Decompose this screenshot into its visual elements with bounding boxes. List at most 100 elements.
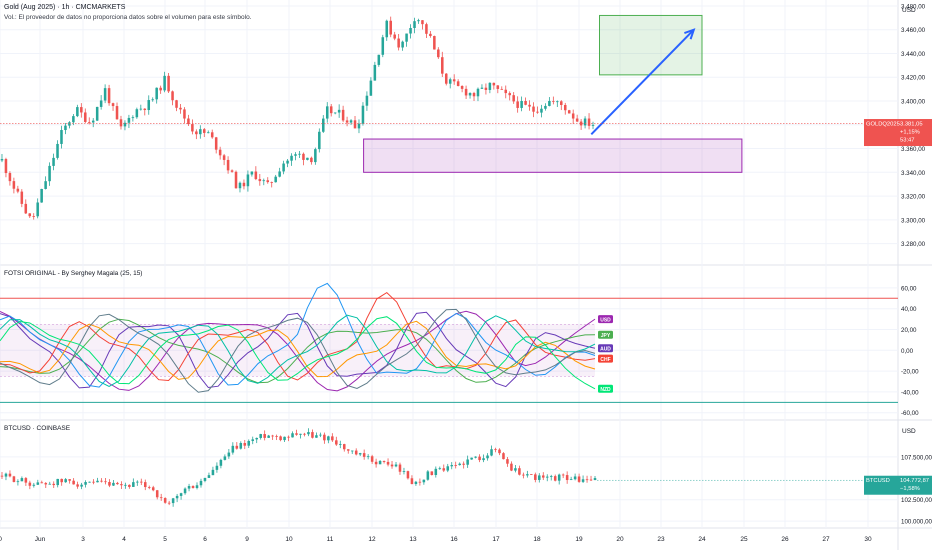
btc-candle: [307, 432, 310, 435]
gold-candle: [536, 111, 539, 113]
gold-candle: [4, 159, 8, 174]
fotsi-series-line: [0, 291, 596, 382]
btc-candle: [100, 480, 103, 482]
gold-candle: [552, 100, 555, 102]
gold-candle: [131, 117, 135, 119]
btc-candle: [32, 484, 36, 486]
btc-candle: [327, 436, 330, 441]
gold-candle: [377, 54, 381, 65]
gold-candle: [329, 106, 333, 114]
gold-candle: [266, 180, 270, 183]
gold-candle: [80, 107, 83, 113]
gold-candle: [16, 188, 20, 192]
gold-candle: [333, 112, 337, 114]
btc-candle: [295, 433, 298, 435]
gold-candle: [361, 105, 365, 124]
btc-candle: [48, 483, 52, 485]
x-tick-label: 9: [245, 536, 249, 543]
btc-candle: [175, 495, 179, 499]
gold-candle: [460, 85, 464, 89]
gold-candle: [484, 87, 488, 90]
fotsi-series-tag: [598, 384, 613, 393]
btc-candle: [518, 468, 521, 475]
fotsi-series-tag: [598, 344, 613, 353]
btc-candle: [526, 474, 529, 476]
btc-candle: [116, 482, 119, 485]
gold-candle: [456, 81, 460, 86]
btc-candle: [406, 471, 410, 479]
btc-candle: [462, 463, 465, 465]
btc-candle: [557, 474, 561, 481]
btc-candle: [211, 469, 215, 476]
gold-candle: [135, 109, 139, 118]
y-tick-label: 100.000,00: [901, 519, 932, 526]
btc-candle: [247, 440, 251, 446]
fotsi-series-label: NZD: [600, 387, 611, 393]
gold-candle: [444, 73, 448, 84]
gold-candle: [91, 120, 95, 123]
gold-candle: [516, 101, 519, 108]
btc-candle: [514, 468, 517, 471]
btc-candle: [287, 436, 290, 438]
gold-candle: [52, 157, 55, 166]
btc-candle: [92, 481, 95, 483]
btc-candle: [251, 439, 255, 441]
btc-candle: [56, 478, 59, 486]
btc-candle: [561, 474, 565, 476]
gold-candle: [28, 213, 32, 217]
btc-candle: [159, 497, 163, 499]
gold-candle: [68, 122, 71, 126]
fotsi-title: FOTSI ORIGINAL - By Serghey Magala (25, …: [4, 270, 143, 277]
gold-candle: [500, 88, 504, 90]
btc-candle: [96, 480, 99, 483]
btc-candle: [215, 465, 219, 470]
btc-candle: [112, 482, 115, 486]
btc-candle: [155, 490, 159, 498]
fotsi-series-label: CHF: [600, 357, 610, 363]
gold-candle: [155, 87, 158, 100]
gold-candle: [345, 120, 349, 123]
price-labels: GOLDQ2025 3.381,05 +1,15% 53:47 BTCUSD 104.77…: [0, 119, 932, 495]
btc-candle: [219, 459, 223, 466]
btc-candle: [394, 464, 398, 467]
btc-candle: [549, 476, 553, 477]
btc-candle: [60, 478, 63, 483]
gold-candle: [234, 171, 238, 189]
btc-candle: [319, 434, 322, 436]
btc-candle: [331, 436, 334, 441]
gold-candle: [579, 121, 583, 126]
gold-candle: [32, 216, 35, 217]
gold-candle: [87, 121, 91, 123]
btc-candle: [143, 482, 147, 488]
btc-candle: [40, 482, 44, 484]
btc-candle: [342, 444, 346, 450]
y-tick-label: 3.360,00: [901, 146, 926, 153]
x-tick-label: 4: [122, 536, 126, 543]
btc-candle: [490, 449, 493, 456]
gold-candle: [48, 165, 51, 182]
btc-candle: [422, 479, 426, 483]
gold-candle: [40, 188, 43, 203]
btc-candle: [454, 465, 457, 466]
gold-candle: [353, 120, 357, 129]
btc-last-price-change: −1,58%: [900, 486, 920, 492]
gold-candle: [373, 64, 377, 81]
y-tick-label: 60,00: [901, 285, 917, 292]
btc-candle: [585, 479, 589, 481]
btc-candle: [12, 476, 16, 482]
gold-candle: [472, 93, 476, 97]
gold-candle: [175, 100, 178, 108]
y-tick-label: 107.500,00: [901, 454, 932, 461]
gold-candle: [294, 154, 297, 156]
gold-candle: [349, 120, 353, 123]
gold-candle: [575, 118, 579, 122]
y-tick-label: 3.340,00: [901, 170, 926, 177]
btc-candle: [187, 486, 191, 489]
gold-candle: [179, 107, 182, 110]
gold-candle: [119, 119, 123, 127]
x-tick-label: 19: [575, 536, 583, 543]
btc-candle: [255, 437, 258, 440]
btc-candle: [36, 482, 40, 485]
btc-candle: [207, 475, 211, 478]
